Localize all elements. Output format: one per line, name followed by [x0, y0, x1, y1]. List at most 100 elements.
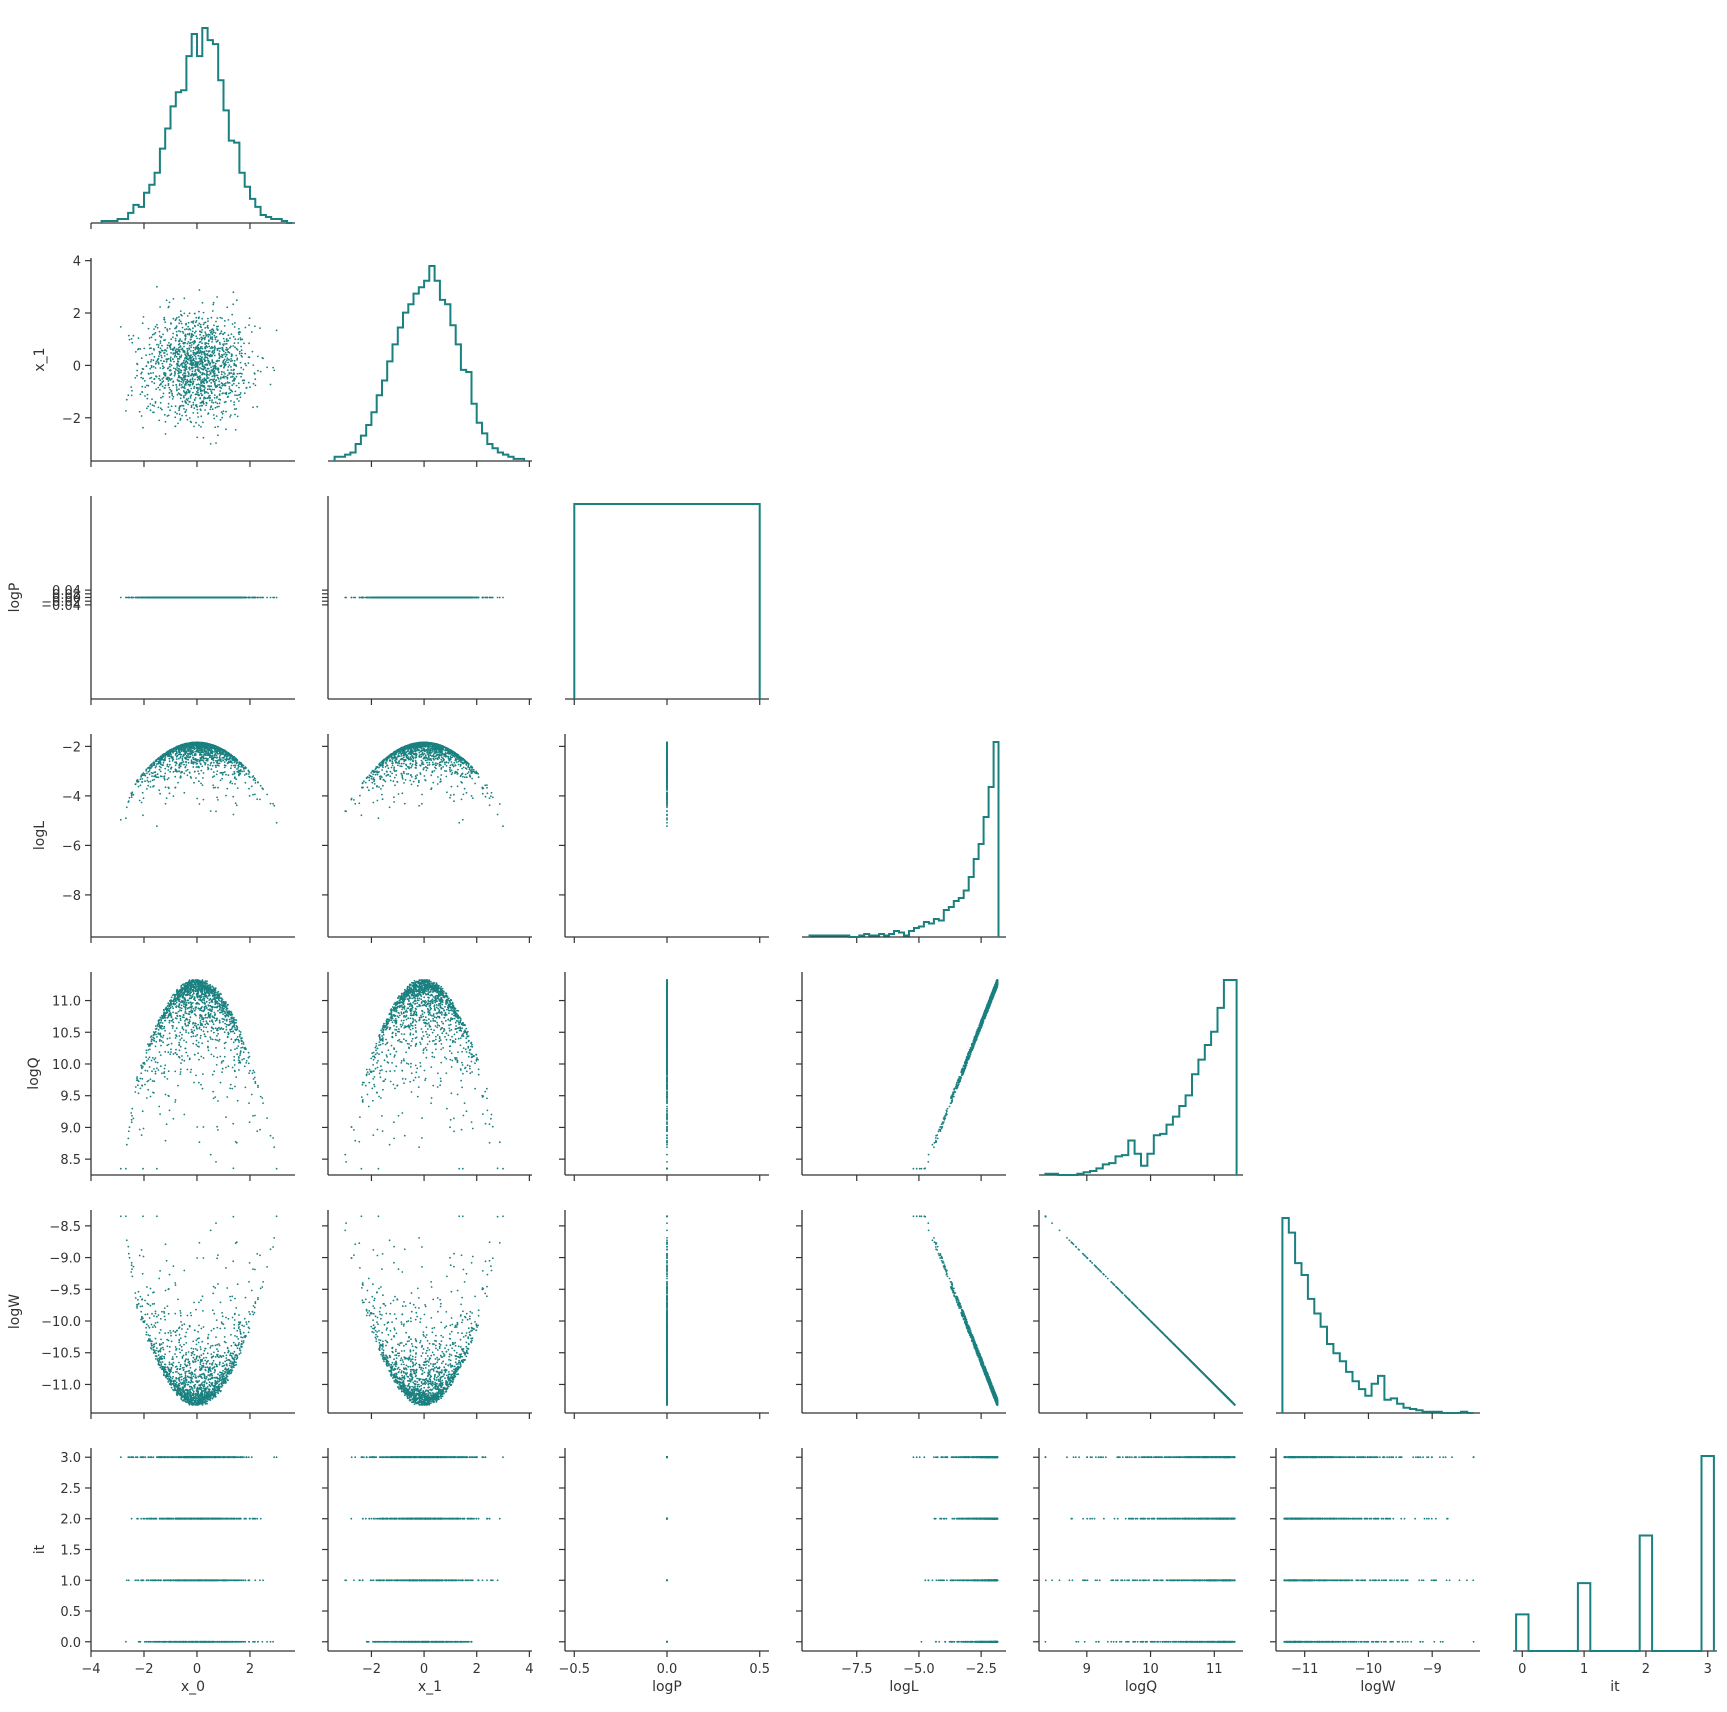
- scatter-point: [174, 339, 177, 342]
- scatter-point: [181, 365, 184, 367]
- scatter-point: [269, 383, 272, 386]
- scatter-point: [254, 384, 257, 387]
- scatter-point: [140, 372, 143, 375]
- scatter-point: [185, 764, 188, 766]
- y-tick-label: 0.02: [52, 588, 81, 603]
- scatter-point: [191, 596, 194, 599]
- scatter-point: [185, 390, 188, 393]
- scatter-point: [190, 404, 193, 407]
- panel-x_0-vs-x_0: [90, 27, 295, 229]
- scatter-point: [149, 409, 152, 412]
- scatter-point: [119, 596, 122, 599]
- scatter-point: [184, 394, 187, 396]
- scatter-point: [183, 297, 186, 300]
- scatter-point: [167, 402, 170, 405]
- scatter-point: [185, 366, 188, 368]
- scatter-point: [227, 361, 229, 364]
- scatter-point: [164, 326, 167, 329]
- scatter-point: [222, 350, 225, 353]
- scatter-point: [162, 360, 165, 363]
- scatter-point: [188, 333, 191, 336]
- scatter-point: [368, 596, 371, 599]
- scatter-point: [189, 355, 192, 357]
- scatter-point: [188, 384, 191, 387]
- scatter-point: [182, 377, 185, 379]
- scatter-point: [229, 360, 232, 363]
- scatter-point: [184, 387, 186, 390]
- scatter-point: [169, 358, 172, 360]
- scatter-point: [219, 343, 221, 345]
- scatter-point: [424, 596, 427, 599]
- scatter-point: [157, 406, 160, 409]
- scatter-point: [232, 369, 235, 372]
- scatter-point: [217, 347, 220, 350]
- scatter-point: [230, 400, 232, 402]
- scatter-point: [188, 312, 191, 315]
- scatter-point: [174, 372, 176, 375]
- scatter-point: [158, 330, 161, 333]
- scatter-point: [185, 355, 188, 358]
- scatter-point: [181, 362, 183, 365]
- scatter-point: [196, 408, 199, 411]
- scatter-point: [223, 366, 225, 369]
- scatter-point: [172, 381, 175, 383]
- scatter-point: [405, 596, 408, 599]
- scatter-point: [132, 334, 135, 337]
- scatter-point: [205, 342, 208, 344]
- scatter-point: [179, 417, 182, 420]
- scatter-point: [186, 351, 189, 353]
- scatter-point: [177, 422, 179, 425]
- scatter-point: [217, 371, 220, 373]
- scatter-point: [212, 301, 215, 304]
- scatter-point: [224, 361, 227, 363]
- scatter-point: [417, 596, 420, 599]
- scatter-point: [168, 328, 171, 330]
- scatter-point: [154, 332, 157, 334]
- scatter-point: [234, 346, 236, 349]
- scatter-point: [178, 353, 180, 356]
- scatter-point: [226, 353, 228, 356]
- panel-logL-vs-x_0: −8−6−4−2: [62, 734, 295, 943]
- scatter-point: [151, 333, 154, 336]
- scatter-point: [200, 392, 203, 395]
- scatter-point: [219, 347, 222, 350]
- scatter-point: [190, 350, 192, 352]
- scatter-point: [353, 596, 355, 599]
- scatter-point: [200, 380, 203, 383]
- scatter-point: [207, 367, 210, 370]
- scatter-point: [179, 405, 182, 407]
- scatter-point: [162, 392, 165, 395]
- scatter-point: [199, 386, 202, 389]
- scatter-point: [213, 417, 216, 420]
- scatter-point: [236, 770, 239, 773]
- scatter-point: [461, 596, 464, 599]
- scatter-point: [358, 596, 361, 599]
- scatter-point: [208, 370, 211, 373]
- scatter-point: [192, 391, 194, 394]
- scatter-point: [193, 373, 196, 376]
- scatter-point: [179, 338, 182, 340]
- scatter-point: [209, 764, 212, 767]
- scatter-point: [219, 779, 222, 782]
- scatter-point: [236, 398, 239, 400]
- scatter-point: [247, 362, 250, 364]
- scatter-point: [165, 360, 168, 363]
- scatter-point: [150, 364, 153, 367]
- scatter-point: [219, 398, 222, 401]
- scatter-point: [236, 357, 239, 360]
- scatter-point: [204, 360, 206, 363]
- scatter-point: [150, 376, 153, 379]
- scatter-point: [269, 802, 272, 805]
- scatter-point: [230, 353, 233, 355]
- scatter-point: [190, 346, 193, 349]
- scatter-point: [183, 312, 186, 315]
- scatter-point: [141, 596, 143, 599]
- scatter-point: [160, 354, 163, 357]
- scatter-point: [234, 378, 237, 380]
- scatter-point: [247, 596, 250, 599]
- scatter-point: [354, 596, 357, 599]
- scatter-point: [275, 596, 278, 599]
- scatter-point: [223, 401, 226, 404]
- scatter-point: [196, 436, 199, 439]
- scatter-point: [163, 352, 165, 354]
